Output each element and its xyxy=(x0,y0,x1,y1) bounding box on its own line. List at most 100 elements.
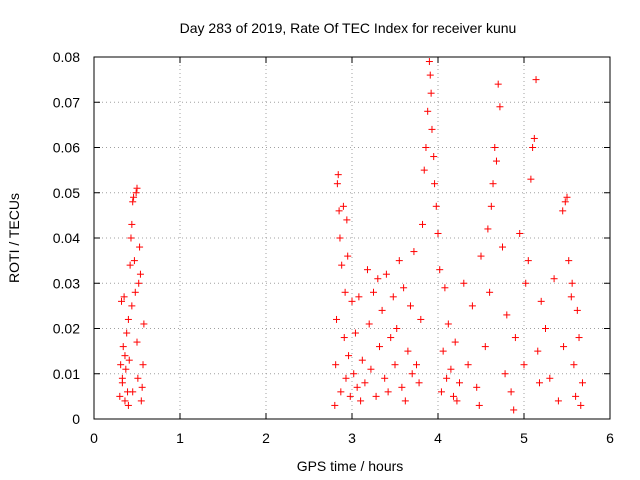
data-point xyxy=(520,361,528,369)
data-point xyxy=(358,356,366,364)
data-point xyxy=(456,379,463,387)
data-point xyxy=(422,144,430,151)
data-point xyxy=(487,202,495,210)
data-point xyxy=(127,234,135,242)
data-point xyxy=(434,229,442,237)
data-point xyxy=(128,302,136,310)
data-point xyxy=(443,374,451,382)
data-point xyxy=(554,397,562,405)
data-point xyxy=(431,180,439,188)
data-point xyxy=(560,343,568,351)
data-point xyxy=(338,261,346,269)
data-point xyxy=(427,89,435,97)
data-point xyxy=(382,270,390,278)
data-point xyxy=(425,58,433,66)
grid xyxy=(94,57,610,419)
data-point xyxy=(118,374,126,382)
data-point xyxy=(384,388,392,396)
data-point xyxy=(424,107,432,115)
data-point xyxy=(331,401,339,409)
data-point xyxy=(121,397,129,405)
x-tick-label: 2 xyxy=(262,430,270,446)
data-point xyxy=(511,334,519,342)
data-point xyxy=(453,397,461,405)
data-point xyxy=(340,334,348,342)
data-point xyxy=(332,361,340,369)
data-point xyxy=(449,392,457,400)
data-point xyxy=(351,329,359,337)
x-tick-label: 6 xyxy=(606,430,614,446)
data-point xyxy=(408,370,416,378)
data-point xyxy=(116,392,124,400)
tick-labels: 0 1 2 3 4 5 6 0 0.01 0.02 0.03 0.04 0.05 0.06 0.07 0.08 xyxy=(53,49,614,446)
x-tick-label: 0 xyxy=(90,430,98,446)
data-point xyxy=(439,347,447,355)
data-point xyxy=(126,261,134,269)
data-point xyxy=(131,288,139,296)
data-point xyxy=(135,279,143,287)
data-point xyxy=(534,347,542,355)
data-point xyxy=(475,401,483,409)
data-point xyxy=(365,320,373,328)
data-point xyxy=(468,302,476,310)
data-point xyxy=(355,293,363,301)
data-point xyxy=(578,379,586,387)
data-point xyxy=(136,243,144,251)
data-point xyxy=(393,325,401,332)
data-point xyxy=(361,379,369,387)
data-point xyxy=(415,379,423,387)
data-point xyxy=(575,334,583,342)
data-point xyxy=(138,383,146,391)
data-point xyxy=(420,166,428,174)
data-point xyxy=(477,252,485,260)
data-point xyxy=(532,76,540,84)
data-point xyxy=(572,392,580,400)
data-point xyxy=(125,356,133,364)
y-tick-label: 0.02 xyxy=(53,321,80,337)
data-point xyxy=(486,288,494,296)
data-point xyxy=(378,306,386,314)
data-point xyxy=(460,279,468,287)
data-point xyxy=(363,266,371,274)
data-point xyxy=(350,370,358,378)
data-point xyxy=(567,293,575,301)
data-point xyxy=(381,374,389,382)
data-point xyxy=(129,388,137,396)
data-point xyxy=(334,171,342,179)
data-point xyxy=(426,71,434,79)
data-point xyxy=(503,311,511,319)
data-point xyxy=(494,80,502,88)
data-point xyxy=(134,374,142,382)
data-point xyxy=(133,338,141,346)
y-tick-label: 0 xyxy=(72,411,80,427)
data-point xyxy=(447,365,455,373)
data-point xyxy=(120,293,128,301)
data-point xyxy=(339,202,347,210)
data-point xyxy=(395,257,403,265)
data-point xyxy=(413,361,420,369)
x-axis-label: GPS time / hours xyxy=(297,458,404,474)
data-point xyxy=(124,401,132,409)
data-point xyxy=(337,388,345,396)
data-point xyxy=(410,248,418,256)
y-tick-label: 0.03 xyxy=(53,275,80,291)
data-point xyxy=(128,220,136,228)
data-point xyxy=(123,329,131,337)
data-point xyxy=(117,361,125,369)
data-point xyxy=(481,343,489,351)
data-point xyxy=(430,153,438,161)
data-point xyxy=(400,284,408,292)
data-point xyxy=(343,216,351,224)
data-point xyxy=(391,361,399,369)
data-point xyxy=(535,379,543,387)
data-point xyxy=(577,401,585,409)
data-point xyxy=(401,397,409,405)
data-point xyxy=(353,383,361,391)
data-point xyxy=(501,370,509,378)
data-point xyxy=(451,338,459,346)
data-point xyxy=(370,288,377,296)
data-point xyxy=(345,352,353,360)
y-tick-label: 0.04 xyxy=(53,230,80,246)
data-point xyxy=(524,257,532,265)
x-tick-label: 5 xyxy=(520,430,528,446)
